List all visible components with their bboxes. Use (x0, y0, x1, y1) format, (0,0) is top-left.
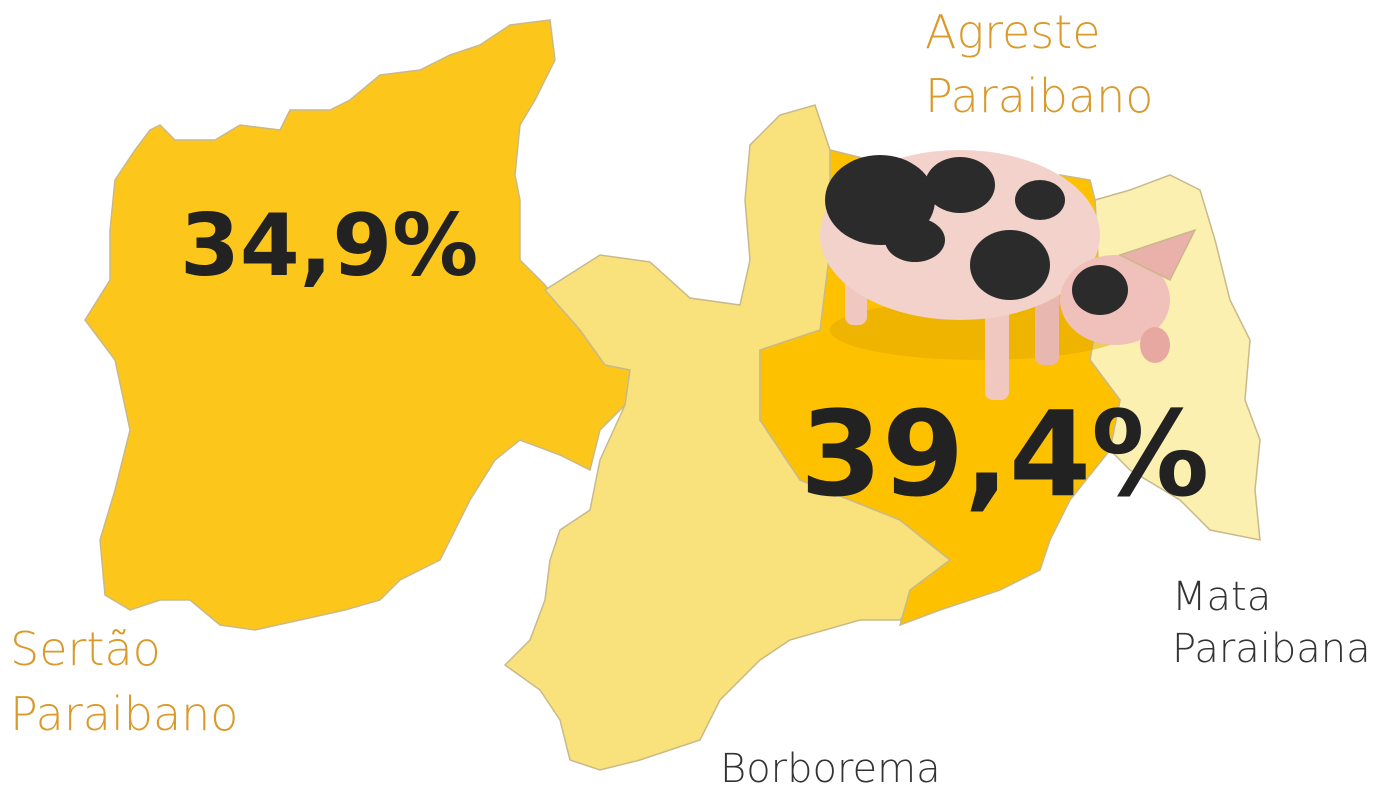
region-label: Agreste (925, 5, 1101, 59)
region-label: Paraibana (1172, 626, 1371, 672)
pig-illustration (820, 150, 1197, 400)
region-label: Paraibano (10, 687, 238, 741)
region-sertao (84, 19, 631, 631)
region-label: Sertão (10, 622, 161, 676)
region-label: Mata (1172, 574, 1271, 620)
region-label: Borborema (720, 746, 941, 792)
share-label: 34,9% (180, 196, 478, 296)
share-label: 39,4% (800, 385, 1209, 523)
region-label: Paraibano (925, 69, 1153, 123)
